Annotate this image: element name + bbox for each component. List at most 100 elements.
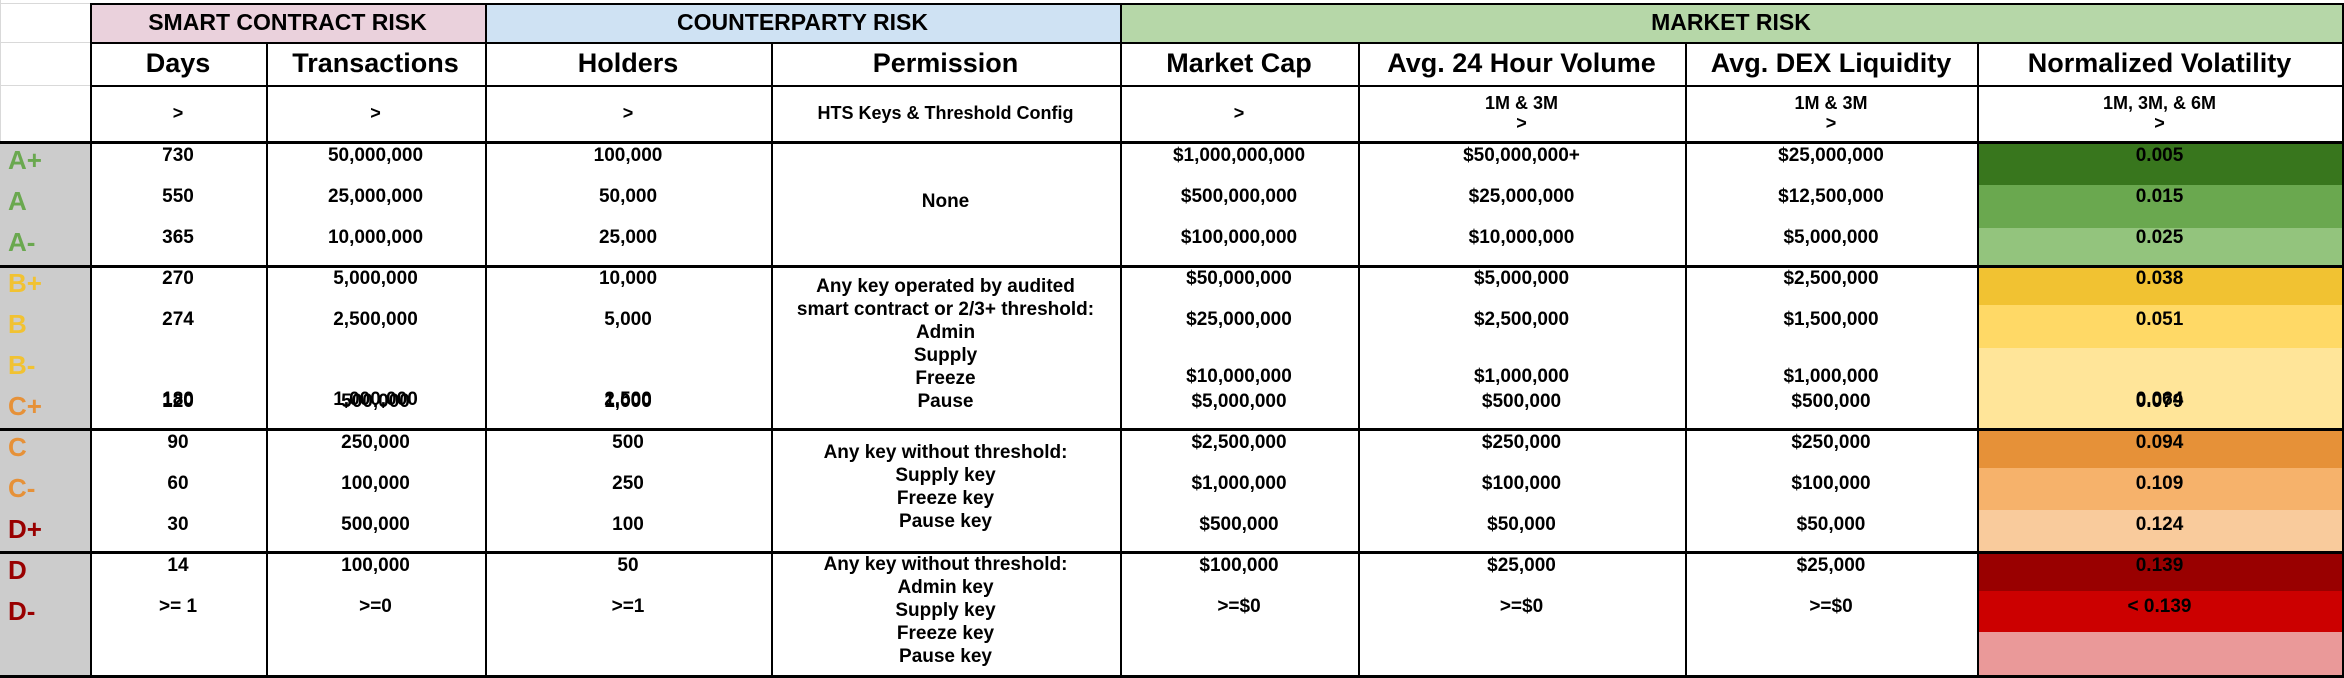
data-cell: 550	[162, 185, 194, 207]
grade-label: D+	[8, 514, 42, 544]
data-cell: 500,000	[341, 513, 410, 535]
row-border	[90, 3, 2344, 5]
data-cell: 100,000	[341, 554, 410, 576]
volatility-fill	[1977, 428, 2342, 468]
data-cell: $500,000	[1791, 390, 1871, 412]
permission-line: Admin	[915, 322, 976, 343]
volatility-fill	[1977, 348, 2342, 428]
data-cell: 90	[167, 431, 189, 453]
data-cell: 365	[162, 226, 194, 248]
gridline-h	[0, 85, 90, 86]
data-cell: 2,500	[604, 388, 652, 410]
data-cell: 60	[167, 472, 189, 494]
permission-line: Supply key	[895, 465, 996, 486]
data-cell: $10,000,000	[1468, 226, 1575, 248]
volatility-fill	[1977, 185, 2342, 228]
data-cell: $100,000	[1199, 554, 1279, 576]
data-cell: $50,000,000	[1186, 267, 1292, 289]
data-cell: $50,000,000+	[1463, 144, 1580, 166]
data-cell: 100	[612, 513, 644, 535]
permission-line: Admin key	[897, 577, 994, 598]
data-cell: $2,500,000	[1473, 308, 1570, 330]
data-cell: 0.094	[2135, 431, 2184, 453]
data-cell: 0.139	[2135, 554, 2184, 576]
data-cell: 500,000	[341, 390, 410, 412]
data-cell: $50,000	[1487, 513, 1556, 535]
data-cell: 120	[162, 390, 194, 412]
data-cell: 0.005	[2135, 144, 2184, 166]
data-cell: $1,000,000	[1473, 365, 1570, 387]
data-cell: 0.051	[2135, 308, 2184, 330]
volatility-fill	[1977, 228, 2342, 265]
column-header: Days	[145, 48, 211, 78]
condition-line: 1M & 3M	[1794, 93, 1868, 113]
data-cell: $500,000	[1199, 513, 1279, 535]
data-cell: $1,500,000	[1783, 308, 1879, 330]
data-cell: $25,000	[1487, 554, 1556, 576]
data-cell: 25,000	[598, 226, 658, 248]
permission-line: Supply key	[895, 600, 996, 621]
grade-label: A	[8, 186, 27, 216]
data-cell: 1,000,000	[333, 388, 418, 410]
data-cell: $500,000,000	[1180, 185, 1298, 207]
permission-line: Pause key	[899, 646, 992, 667]
grade-column	[0, 141, 90, 675]
condition-cell: 1M & 3M >	[1685, 85, 1977, 141]
data-cell: 0.124	[2135, 513, 2184, 535]
volatility-fill	[1977, 305, 2342, 348]
band-border	[0, 141, 2344, 144]
data-cell: >= 1	[158, 595, 198, 617]
column-header: Market Cap	[1166, 48, 1312, 78]
permission-line: Any key without threshold:	[823, 442, 1068, 463]
column-border	[485, 3, 487, 678]
condition-cell: 1M, 3M, & 6M >	[1977, 85, 2342, 141]
column-header: Permission	[872, 48, 1019, 78]
volatility-fill	[1977, 265, 2342, 305]
condition-line: 1M & 3M	[1484, 93, 1558, 113]
permission-block: Any key without threshold: Supply key Free…	[771, 441, 1120, 537]
data-cell: $25,000,000	[1186, 308, 1292, 330]
permission-block: Any key operated by audited smart contrac…	[771, 275, 1120, 417]
data-cell: 0.109	[2135, 472, 2184, 494]
gridline-h	[0, 3, 90, 4]
data-cell: $500,000	[1481, 390, 1562, 412]
volatility-fill	[1977, 468, 2342, 510]
band-border	[0, 265, 2344, 268]
band-border	[0, 551, 2344, 554]
column-header: Normalized Volatility	[2027, 48, 2292, 78]
band-border	[0, 675, 2344, 678]
permission-line: Supply	[913, 345, 978, 366]
data-cell: 10,000	[598, 267, 658, 289]
condition-cell: >	[266, 85, 485, 141]
grade-label: B+	[8, 268, 42, 298]
data-cell: $1,000,000	[1783, 365, 1879, 387]
column-header: Holders	[577, 48, 679, 78]
grade-label: C+	[8, 391, 42, 421]
column-border	[266, 42, 268, 675]
condition-line: >	[622, 103, 634, 123]
data-cell: $250,000	[1481, 431, 1562, 453]
data-cell: $5,000,000	[1473, 267, 1570, 289]
data-cell: 250	[612, 472, 644, 494]
data-cell: 0.015	[2135, 185, 2184, 207]
column-border	[1685, 42, 1687, 675]
data-cell: 100,000	[341, 472, 410, 494]
column-border	[2342, 3, 2344, 678]
data-cell: 180	[162, 388, 194, 410]
data-cell: $5,000,000	[1191, 390, 1287, 412]
column-border	[771, 42, 773, 675]
condition-line: HTS Keys & Threshold Config	[817, 103, 1074, 123]
column-border	[1120, 3, 1122, 678]
condition-cell: >	[485, 85, 771, 141]
data-cell: 50	[617, 554, 639, 576]
data-cell: >=$0	[1217, 595, 1261, 617]
gridline-h	[0, 42, 90, 43]
data-cell: $250,000	[1791, 431, 1871, 453]
data-cell: 2,500,000	[333, 308, 418, 330]
data-cell: $25,000	[1796, 554, 1866, 576]
volatility-fill	[1977, 510, 2342, 551]
volatility-fill	[1977, 551, 2342, 591]
grade-label: C	[8, 432, 27, 462]
volatility-fill	[1977, 141, 2342, 185]
